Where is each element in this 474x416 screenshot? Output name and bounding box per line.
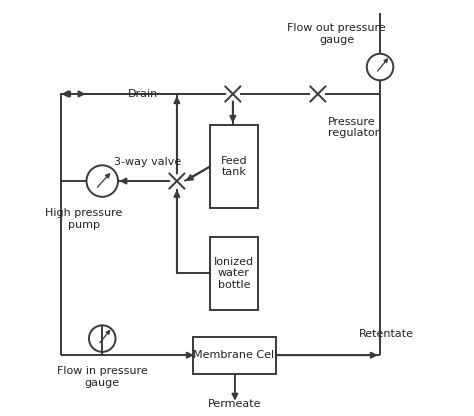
Text: Flow out pressure
gauge: Flow out pressure gauge bbox=[287, 23, 386, 45]
Text: Pressure
regulator: Pressure regulator bbox=[328, 117, 380, 139]
Text: Ionized
water
bottle: Ionized water bottle bbox=[214, 257, 254, 290]
Text: Flow in pressure
gauge: Flow in pressure gauge bbox=[57, 366, 147, 388]
Bar bbox=[210, 237, 258, 310]
Text: Permeate: Permeate bbox=[208, 399, 262, 409]
Text: Membrane Cell: Membrane Cell bbox=[193, 350, 277, 360]
Bar bbox=[210, 125, 258, 208]
Text: Feed
tank: Feed tank bbox=[220, 156, 247, 177]
Bar bbox=[193, 337, 276, 374]
Text: 3-way valve: 3-way valve bbox=[114, 156, 182, 166]
Text: High pressure
pump: High pressure pump bbox=[45, 208, 122, 230]
Text: Retentate: Retentate bbox=[359, 329, 414, 339]
Text: Drain: Drain bbox=[128, 89, 158, 99]
